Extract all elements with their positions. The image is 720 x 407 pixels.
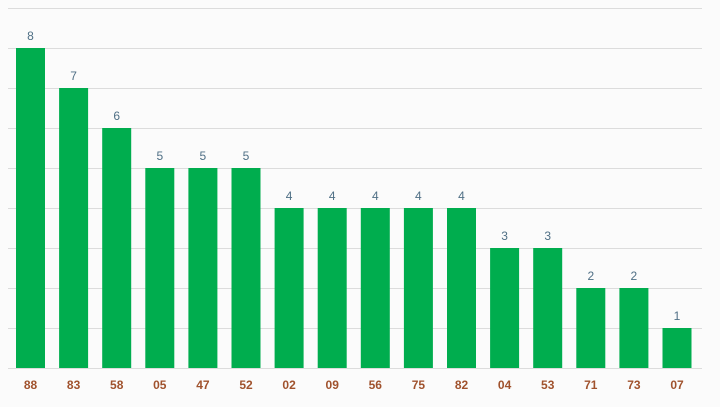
value-label-53: 3 (544, 229, 551, 243)
value-label-58: 6 (113, 109, 120, 123)
category-label-88: 88 (24, 378, 38, 392)
bar-83 (59, 88, 89, 368)
bar-09 (317, 208, 347, 368)
category-label-47: 47 (196, 378, 210, 392)
category-label-83: 83 (67, 378, 81, 392)
value-label-88: 8 (27, 29, 34, 43)
value-label-71: 2 (587, 269, 594, 283)
bar-04 (490, 248, 520, 368)
value-label-52: 5 (243, 149, 250, 163)
bars (16, 48, 692, 368)
value-label-75: 4 (415, 189, 422, 203)
category-label-82: 82 (455, 378, 469, 392)
value-label-82: 4 (458, 189, 465, 203)
category-label-09: 09 (326, 378, 340, 392)
category-label-07: 07 (670, 378, 684, 392)
category-label-53: 53 (541, 378, 555, 392)
value-label-47: 5 (200, 149, 207, 163)
bar-71 (576, 288, 606, 368)
category-label-05: 05 (153, 378, 167, 392)
bar-56 (360, 208, 390, 368)
value-label-56: 4 (372, 189, 379, 203)
bar-58 (102, 128, 132, 368)
bar-52 (231, 168, 261, 368)
value-label-83: 7 (70, 69, 77, 83)
category-label-75: 75 (412, 378, 426, 392)
category-label-58: 58 (110, 378, 124, 392)
category-labels: 88 83 58 05 47 52 02 09 56 75 82 04 53 71 73 07 (24, 378, 684, 392)
category-label-02: 02 (282, 378, 296, 392)
value-label-07: 1 (674, 309, 681, 323)
value-label-02: 4 (286, 189, 293, 203)
value-label-09: 4 (329, 189, 336, 203)
value-label-73: 2 (631, 269, 638, 283)
category-label-52: 52 (239, 378, 253, 392)
value-label-04: 3 (501, 229, 508, 243)
bar-07 (662, 328, 692, 368)
bar-53 (533, 248, 563, 368)
bar-75 (403, 208, 433, 368)
category-label-04: 04 (498, 378, 512, 392)
bar-02 (274, 208, 304, 368)
bar-47 (188, 168, 218, 368)
bar-82 (447, 208, 476, 368)
bar-73 (619, 288, 649, 368)
bar-88 (16, 48, 45, 368)
category-label-71: 71 (584, 378, 598, 392)
category-label-73: 73 (627, 378, 641, 392)
value-labels: 8 7 6 5 5 5 4 4 4 4 4 3 3 2 2 1 (27, 29, 681, 323)
category-label-56: 56 (369, 378, 383, 392)
bar-05 (145, 168, 175, 368)
value-label-05: 5 (156, 149, 163, 163)
